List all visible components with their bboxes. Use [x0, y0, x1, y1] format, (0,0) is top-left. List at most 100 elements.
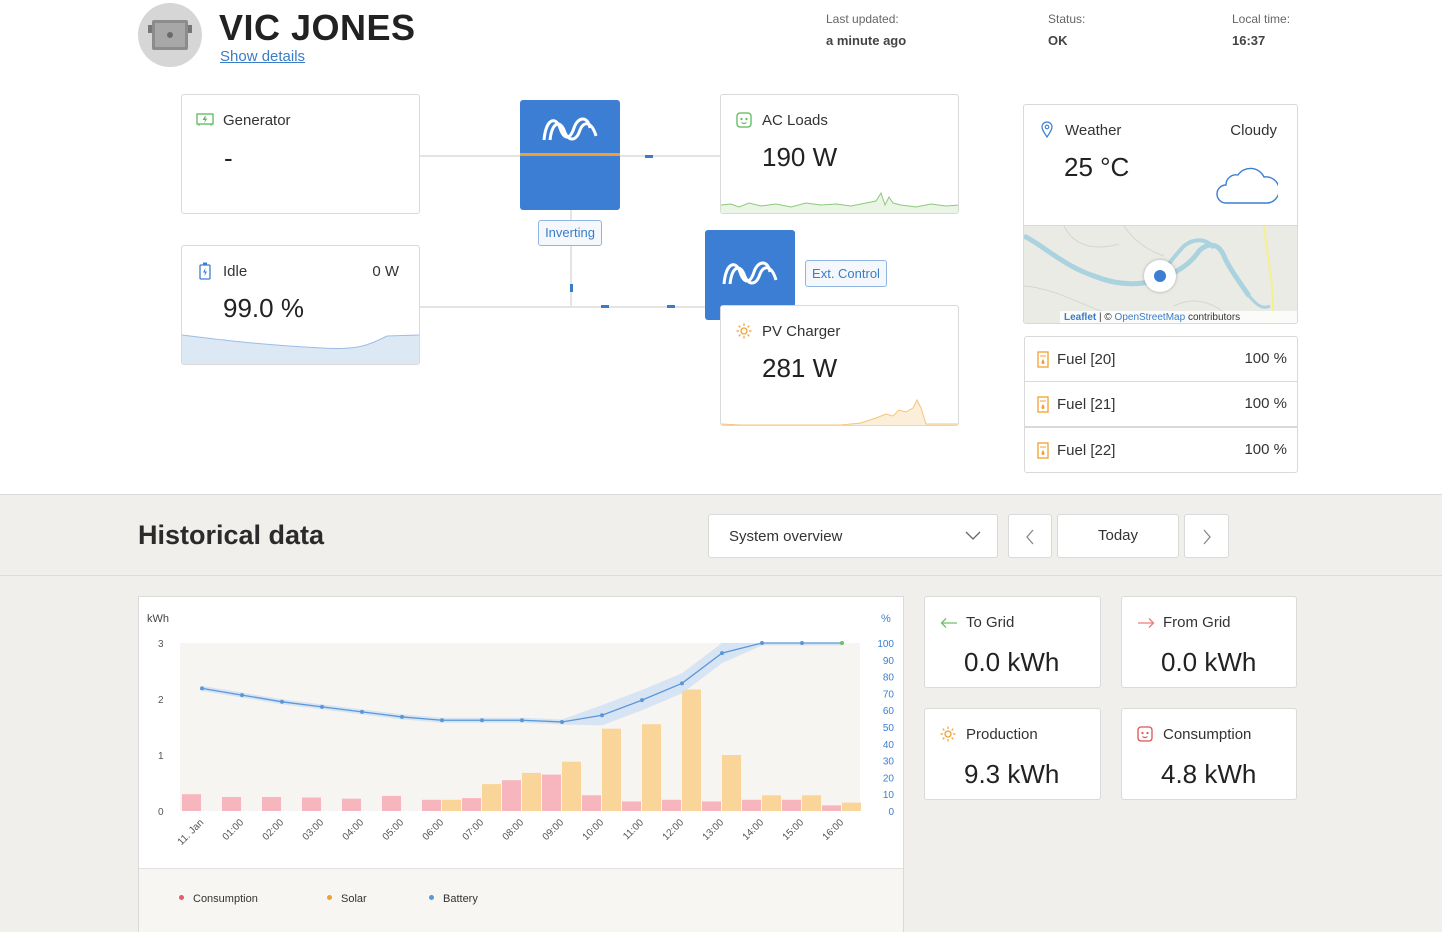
ac-loads-value: 190 W — [762, 142, 838, 172]
solar-bar — [522, 772, 541, 811]
tank-row[interactable]: Fuel [21] 100 % — [1024, 381, 1298, 427]
battery-point — [520, 718, 524, 723]
pv-sparkline — [721, 398, 958, 425]
outlet-icon — [1137, 726, 1153, 742]
arrow-left-icon — [940, 618, 957, 628]
location-map[interactable]: Leaflet | © OpenStreetMap contributors — [1024, 225, 1297, 323]
x-tick-label: 12:00 — [661, 817, 687, 843]
y-tick-label: 0 — [158, 807, 164, 818]
battery-point — [560, 719, 564, 724]
map-marker[interactable] — [1144, 260, 1176, 292]
device-icon — [148, 20, 192, 50]
generator-card[interactable]: Generator - — [181, 94, 420, 214]
battery-point — [800, 641, 804, 645]
previous-period-button[interactable] — [1008, 514, 1052, 558]
next-period-button[interactable] — [1184, 514, 1229, 558]
pv-charger-value: 281 W — [762, 353, 838, 383]
inverter-device[interactable] — [520, 100, 620, 210]
x-tick-label: 11:00 — [621, 817, 646, 842]
battery-state: Idle — [223, 263, 248, 280]
dc-bus-horizontal — [420, 306, 720, 308]
consumption-bar — [302, 797, 321, 811]
inverter-state-tag: Inverting — [538, 220, 602, 246]
consumption-bar — [262, 797, 281, 811]
sun-icon — [736, 323, 752, 339]
chevron-left-icon — [1026, 529, 1034, 545]
osm-link[interactable]: OpenStreetMap — [1114, 312, 1186, 323]
tank-row[interactable]: Fuel [20] 100 % — [1024, 336, 1298, 382]
legend-item[interactable]: Solar — [327, 893, 367, 905]
generator-icon — [196, 113, 214, 126]
y2-tick-label: 100 — [877, 639, 894, 650]
show-details-link[interactable]: Show details — [220, 48, 306, 65]
x-tick-label: 08:00 — [501, 817, 527, 843]
flow-dot — [570, 284, 573, 292]
tank-row[interactable]: Fuel [22] 100 % — [1024, 427, 1298, 473]
pv-charger-card[interactable]: PV Charger 281 W — [720, 305, 959, 426]
consumption-bar — [222, 797, 241, 811]
status-label: Status: — [1048, 12, 1086, 26]
leaflet-link[interactable]: Leaflet — [1064, 312, 1097, 323]
battery-point — [480, 718, 484, 723]
consumption-bar — [662, 799, 681, 811]
x-tick-label: 13:00 — [701, 817, 727, 843]
solar-bar — [442, 799, 461, 811]
x-tick-label: 03:00 — [301, 817, 327, 843]
x-tick-label: 09:00 — [541, 817, 567, 843]
legend-item[interactable]: Consumption — [179, 893, 258, 905]
y-tick-label: 3 — [158, 639, 164, 650]
x-tick-label: 14:00 — [741, 817, 767, 843]
generator-value: - — [224, 143, 233, 173]
y2-tick-label: 40 — [883, 740, 895, 751]
legend-label: Consumption — [193, 893, 258, 905]
consumption-bar — [702, 801, 721, 811]
consumption-bar — [622, 801, 641, 811]
battery-point — [360, 709, 364, 714]
battery-point — [200, 686, 204, 691]
cloud-icon — [1216, 167, 1278, 204]
battery-card[interactable]: Idle 0 W 99.0 % — [181, 245, 420, 365]
consumption-bar — [182, 794, 201, 811]
historical-divider — [0, 575, 1442, 576]
view-select[interactable]: System overview — [708, 514, 998, 558]
production-title: Production — [966, 726, 1038, 743]
acloads-connection — [620, 155, 720, 157]
x-tick-label: 07:00 — [461, 817, 487, 843]
from-grid-title: From Grid — [1163, 614, 1231, 631]
battery-point — [840, 641, 844, 645]
last-updated-label: Last updated: — [826, 12, 899, 26]
battery-point — [400, 714, 404, 719]
y2-tick-label: 20 — [883, 773, 895, 784]
battery-point — [440, 718, 444, 723]
solar-bar — [562, 761, 581, 811]
ac-loads-card[interactable]: AC Loads 190 W — [720, 94, 959, 214]
period-button[interactable]: Today — [1057, 514, 1179, 558]
y2-tick-label: 60 — [883, 706, 895, 717]
y2-tick-label: 0 — [888, 807, 894, 818]
fuel-tank-icon — [1037, 442, 1049, 459]
x-tick-label: 05:00 — [381, 817, 407, 843]
x-tick-label: 01:00 — [221, 817, 247, 843]
y2-axis-label: % — [881, 613, 891, 625]
y2-tick-label: 30 — [883, 757, 895, 768]
production-value: 9.3 kWh — [964, 759, 1060, 789]
consumption-bar — [422, 799, 441, 811]
flow-dot — [645, 155, 653, 158]
legend-item[interactable]: Battery — [429, 893, 478, 905]
consumption-title: Consumption — [1163, 726, 1252, 743]
x-tick-label: 04:00 — [341, 817, 367, 843]
consumption-value: 4.8 kWh — [1161, 759, 1257, 789]
battery-soc: 99.0 % — [223, 293, 304, 323]
flow-dot — [667, 305, 675, 308]
attribution-tail: contributors — [1187, 312, 1241, 323]
solar-bar — [722, 755, 741, 811]
solar-bar — [842, 802, 861, 811]
ac-loads-title: AC Loads — [762, 112, 828, 129]
to-grid-title: To Grid — [966, 614, 1015, 631]
battery-point — [720, 651, 724, 656]
victron-logo-icon — [722, 261, 778, 285]
consumption-bar — [782, 799, 801, 811]
y2-tick-label: 90 — [883, 656, 895, 667]
solar-bar — [802, 795, 821, 811]
